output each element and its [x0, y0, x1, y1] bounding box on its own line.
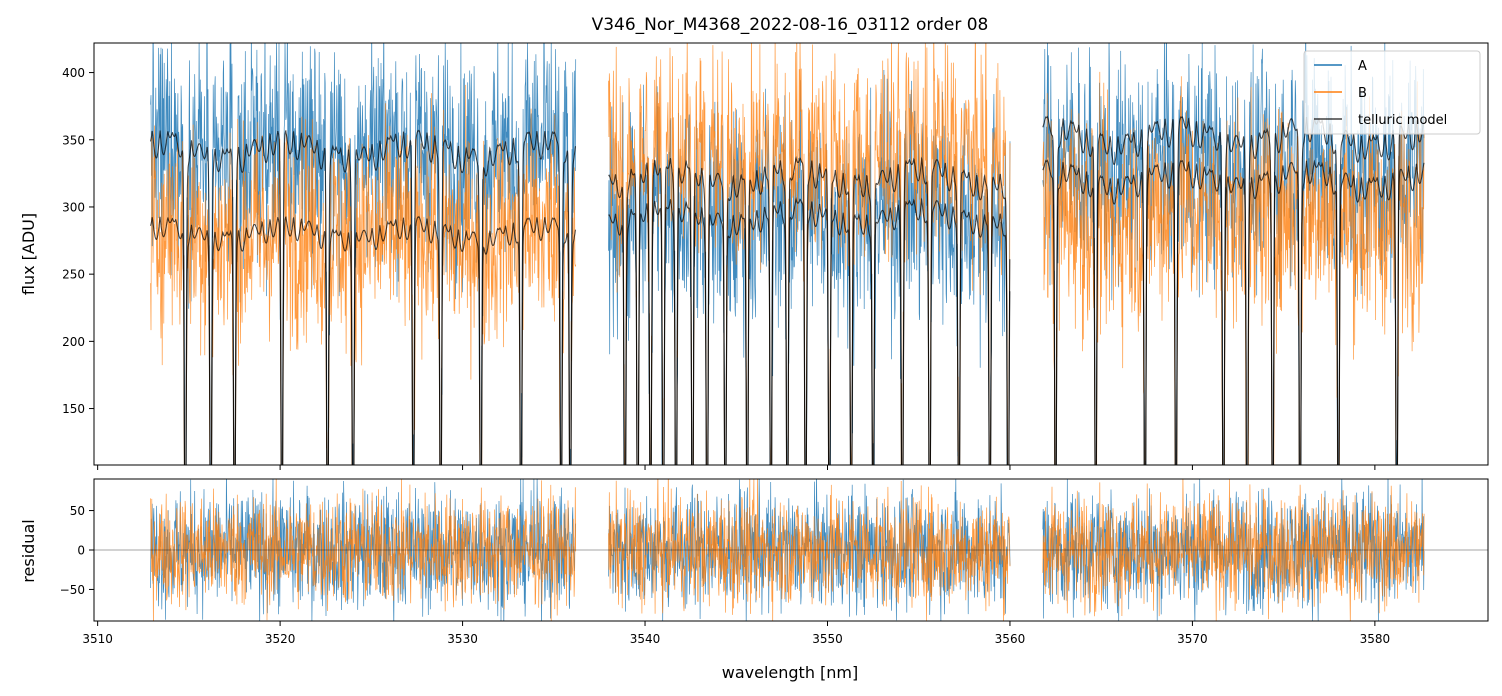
telluric-model-b-line [150, 159, 1425, 465]
residual-plot-area [94, 479, 1488, 621]
wavelength-tick-label: 3520 [265, 632, 296, 646]
legend-label-a: A [1358, 59, 1367, 74]
wavelength-tick-label: 3540 [630, 632, 661, 646]
residual-axis-label: residual [19, 519, 38, 582]
wavelength-tick-label: 3570 [1177, 632, 1208, 646]
spectrum-ticks: 150 200 250 300 350 400 [62, 66, 1376, 470]
residual-tick-label: 50 [70, 504, 85, 518]
chart-title: V346_Nor_M4368_2022-08-16_03112 order 08 [592, 15, 989, 35]
legend: A B telluric model [1303, 50, 1481, 135]
legend-box [1303, 50, 1481, 135]
wavelength-tick-label: 3530 [447, 632, 478, 646]
telluric-model-a-line [150, 115, 1425, 465]
flux-tick-label: 150 [62, 402, 85, 416]
flux-tick-label: 400 [62, 66, 85, 80]
wavelength-tick-label: 3580 [1360, 632, 1391, 646]
residual-tick-label: 0 [77, 544, 85, 558]
flux-tick-label: 250 [62, 268, 85, 282]
legend-label-model: telluric model [1358, 113, 1447, 128]
residual-tick-label: −50 [60, 583, 85, 597]
legend-label-b: B [1358, 86, 1367, 101]
wavelength-tick-label: 3510 [82, 632, 113, 646]
residual-b-line [150, 479, 1425, 621]
flux-axis-label: flux [ADU] [19, 213, 38, 295]
residual-ticks: 3510 3520 3530 3540 3550 3560 3570 3580 −50 0 50 [60, 504, 1390, 646]
flux-tick-label: 350 [62, 133, 85, 147]
spectrum-panel: 150 200 250 300 350 400 flux [ADU] A B tellur… [19, 42, 1489, 470]
flux-tick-label: 200 [62, 335, 85, 349]
wavelength-tick-label: 3560 [995, 632, 1026, 646]
wavelength-tick-label: 3550 [812, 632, 843, 646]
residual-panel: 3510 3520 3530 3540 3550 3560 3570 3580 −50 0 50 r… [19, 478, 1489, 682]
spectrum-axes-frame [93, 42, 1489, 466]
flux-tick-label: 300 [62, 200, 85, 214]
wavelength-axis-label: wavelength [nm] [722, 663, 859, 682]
